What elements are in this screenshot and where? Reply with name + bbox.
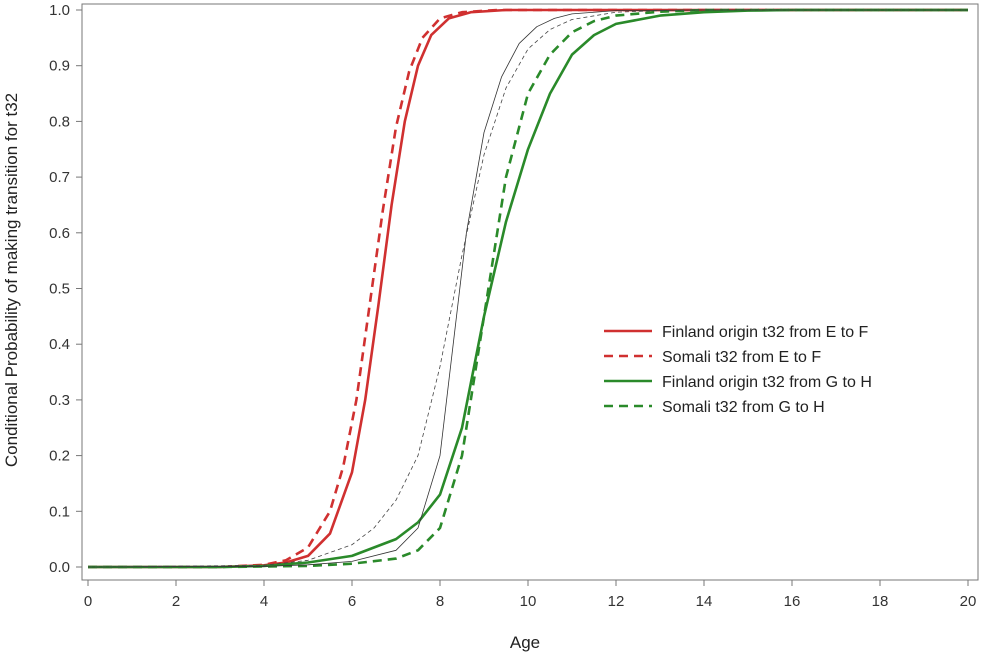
legend: Finland origin t32 from E to F Somali t32… <box>604 324 872 416</box>
legend-label: Finland origin t32 from E to F <box>662 324 869 341</box>
y-tick-label: 0.0 <box>49 559 70 576</box>
y-tick-label: 0.5 <box>49 281 70 298</box>
series-line-finland-origin-t32-from-e-to-f <box>88 8 968 569</box>
series-layer <box>87 8 968 569</box>
x-tick-label: 12 <box>608 593 625 610</box>
x-axis: 0 2 4 6 8 10 12 14 16 18 20 <box>84 580 977 610</box>
x-axis-title: Age <box>510 633 540 652</box>
y-tick-label: 0.6 <box>49 225 70 242</box>
y-tick-label: 0.1 <box>49 503 70 520</box>
legend-label: Somali t32 from G to H <box>662 399 825 416</box>
y-tick-label: 1.0 <box>49 2 70 19</box>
x-tick-label: 8 <box>436 593 444 610</box>
x-tick-label: 4 <box>260 593 268 610</box>
x-tick-label: 2 <box>172 593 180 610</box>
plot-frame <box>81 3 979 581</box>
y-axis: 0.0 0.1 0.2 0.3 0.4 0.5 0.6 0.7 0.8 0.9 1.0 <box>49 2 82 576</box>
series-line-somali-t32-from-e-to-f <box>88 8 968 569</box>
x-tick-label: 6 <box>348 593 356 610</box>
y-axis-title: Conditional Probability of making transi… <box>2 93 21 467</box>
x-tick-label: 14 <box>696 593 713 610</box>
y-tick-label: 0.2 <box>49 448 70 465</box>
series-line-unlabeled-5 <box>87 9 968 568</box>
y-tick-label: 0.7 <box>49 169 70 186</box>
series-line-somali-t32-from-g-to-h <box>88 8 968 569</box>
y-tick-label: 0.4 <box>49 336 70 353</box>
series-line-unlabeled-4 <box>87 9 968 568</box>
x-tick-label: 10 <box>520 593 537 610</box>
series-line-finland-origin-t32-from-g-to-h <box>88 8 968 569</box>
legend-label: Somali t32 from E to F <box>662 349 821 366</box>
y-tick-label: 0.9 <box>49 58 70 75</box>
x-tick-label: 18 <box>872 593 889 610</box>
x-tick-label: 20 <box>960 593 977 610</box>
y-tick-label: 0.3 <box>49 392 70 409</box>
x-tick-label: 0 <box>84 593 92 610</box>
x-tick-label: 16 <box>784 593 801 610</box>
legend-label: Finland origin t32 from G to H <box>662 374 872 391</box>
y-tick-label: 0.8 <box>49 113 70 130</box>
